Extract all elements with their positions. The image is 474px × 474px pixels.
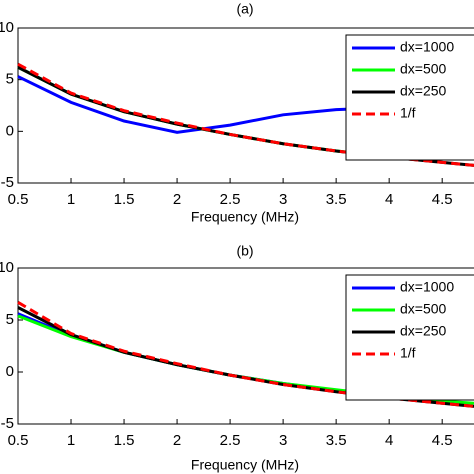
x-tick-label: 0.5 — [8, 191, 29, 208]
x-axis-label: Frequency (MHz) — [191, 457, 299, 473]
y-tick-label: -5 — [1, 415, 14, 432]
x-tick-label: 0.5 — [8, 432, 29, 449]
x-tick-label: 4 — [385, 432, 393, 449]
x-tick-label: 2.5 — [220, 191, 241, 208]
x-tick-label: 1 — [67, 432, 75, 449]
y-tick-label: 10 — [0, 19, 14, 36]
legend-box — [345, 274, 474, 401]
legend-label: 1/f — [400, 105, 416, 121]
x-tick-label: 3.5 — [326, 191, 347, 208]
x-tick-label: 1.5 — [114, 191, 135, 208]
legend-label: 1/f — [400, 345, 416, 361]
legend-label: dx=250 — [400, 83, 447, 99]
x-tick-label: 3.5 — [326, 432, 347, 449]
series-line — [17, 301, 474, 408]
legend-label: dx=500 — [400, 301, 447, 317]
y-tick-label: 0 — [6, 122, 14, 139]
x-axis-label: Frequency (MHz) — [191, 209, 299, 225]
x-tick-label: 3 — [279, 432, 287, 449]
x-tick-label: 4.5 — [432, 432, 453, 449]
chart-title: (a) — [236, 1, 253, 17]
legend-box — [345, 34, 474, 161]
legend-label: dx=1000 — [400, 39, 454, 55]
x-tick-label: 1 — [67, 191, 75, 208]
y-tick-label: 10 — [0, 259, 14, 276]
x-tick-label: 3 — [279, 191, 287, 208]
x-tick-label: 4.5 — [432, 191, 453, 208]
x-tick-label: 4 — [385, 191, 393, 208]
x-tick-label: 2 — [173, 191, 181, 208]
y-tick-label: 5 — [6, 71, 14, 88]
legend-label: dx=500 — [400, 61, 447, 77]
y-tick-label: 0 — [6, 363, 14, 380]
plot-frame — [17, 267, 474, 425]
x-tick-label: 1.5 — [114, 432, 135, 449]
y-tick-label: -5 — [1, 174, 14, 191]
legend-label: dx=1000 — [400, 279, 454, 295]
x-tick-label: 2 — [173, 432, 181, 449]
chart-title: (b) — [236, 243, 253, 259]
legend-label: dx=250 — [400, 323, 447, 339]
plot-frame — [17, 27, 474, 184]
x-tick-label: 2.5 — [220, 432, 241, 449]
y-tick-label: 5 — [6, 311, 14, 328]
